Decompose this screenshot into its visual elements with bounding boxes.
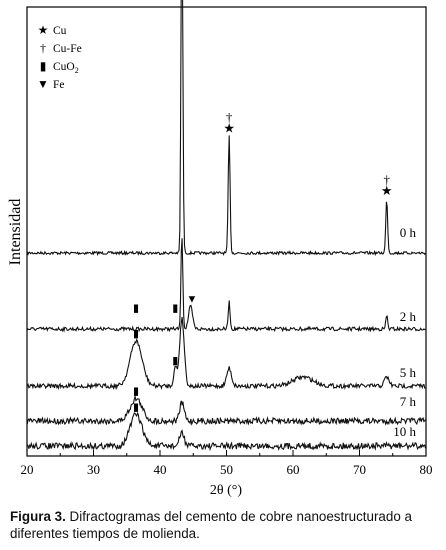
series-line-10h [26, 411, 427, 452]
peak-marker: † [384, 172, 391, 187]
series-line-0h [26, 0, 426, 257]
legend-marker: ▮ [40, 59, 47, 73]
x-axis-label: 2θ (°) [210, 483, 242, 498]
series-line-5h [26, 316, 426, 391]
xrd-chart: 0 h2 h5 h7 h10 h †★†★†★▮▮▼▮▮▮▮ ★Cu†Cu-Fe… [7, 0, 433, 498]
y-axis-label: Intensidad [7, 199, 24, 266]
x-tick-label: 40 [154, 462, 167, 477]
peak-marker: ▮ [133, 328, 139, 340]
annotation-layer: †★†★†★▮▮▼▮▮▮▮ [133, 109, 393, 414]
series-label: 7 h [400, 394, 417, 409]
legend: ★ Cu † Cu-Fe ▮ CuO2 ▼ Fe [37, 23, 82, 91]
legend-label: Fe [53, 79, 65, 91]
peak-marker: † [226, 109, 233, 124]
figure-caption: Figura 3. Difractogramas del cemento de … [10, 508, 438, 542]
x-tick-label: 20 [21, 462, 34, 477]
caption-label: Figura 3. [10, 509, 66, 524]
series-line-2h [26, 238, 426, 333]
peak-marker: ▮ [172, 303, 178, 315]
legend-marker: † [40, 41, 46, 55]
x-tick-label: 60 [287, 462, 300, 477]
series-label: 5 h [400, 365, 417, 380]
series-label: 0 h [400, 225, 417, 240]
series-label: 10 h [393, 424, 416, 439]
x-tick-label: 50 [220, 462, 233, 477]
legend-marker: ▼ [37, 77, 49, 91]
x-tick-label: 30 [87, 462, 100, 477]
caption-text: Difractogramas del cemento de cobre nano… [10, 509, 412, 541]
plot-frame [26, 6, 427, 457]
x-axis: 20 30 40 50 60 70 80 [21, 450, 433, 477]
series-label: 2 h [400, 309, 417, 324]
peak-marker: ▼ [186, 294, 197, 306]
peak-marker: ▮ [133, 303, 139, 315]
legend-label: Cu-Fe [53, 43, 82, 55]
series-layer: 0 h 2 h 5 h 7 h 10 h [26, 0, 427, 452]
legend-label: CuO2 [53, 61, 79, 75]
series-line-7h [26, 394, 426, 426]
x-tick-label: 80 [420, 462, 433, 477]
legend-label: Cu [53, 25, 67, 37]
peak-marker: ★ [381, 183, 393, 198]
legend-marker: ★ [38, 23, 49, 37]
peak-marker: ★ [223, 120, 235, 135]
x-tick-label: 70 [353, 462, 366, 477]
peak-marker: ▮ [133, 386, 139, 398]
peak-marker: ▮ [133, 402, 139, 414]
peak-marker: ▮ [172, 355, 178, 367]
